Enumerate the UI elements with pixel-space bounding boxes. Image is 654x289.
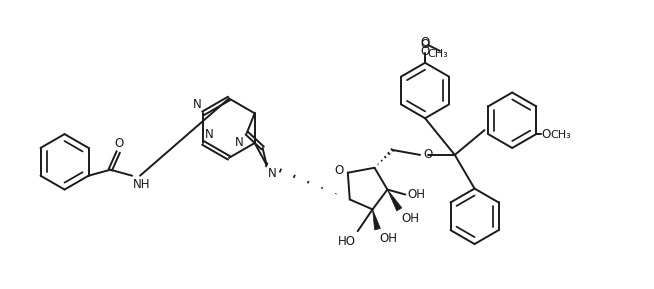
Text: O: O xyxy=(541,128,551,141)
Text: CH₃: CH₃ xyxy=(427,49,448,59)
Text: OH: OH xyxy=(407,188,425,201)
Text: NH: NH xyxy=(133,178,150,191)
Polygon shape xyxy=(373,209,381,230)
Polygon shape xyxy=(387,190,402,211)
Text: O: O xyxy=(421,36,430,49)
Text: CH₃: CH₃ xyxy=(550,130,571,140)
Text: O: O xyxy=(335,164,344,177)
Text: O: O xyxy=(421,45,430,58)
Text: N: N xyxy=(267,167,276,180)
Text: HO: HO xyxy=(337,235,356,248)
Text: OH: OH xyxy=(379,232,398,245)
Text: N: N xyxy=(192,98,201,111)
Text: O: O xyxy=(114,137,124,150)
Text: O: O xyxy=(423,148,432,161)
Text: N: N xyxy=(235,136,244,149)
Text: N: N xyxy=(205,128,214,141)
Text: OH: OH xyxy=(402,212,419,225)
Text: O: O xyxy=(421,38,430,51)
